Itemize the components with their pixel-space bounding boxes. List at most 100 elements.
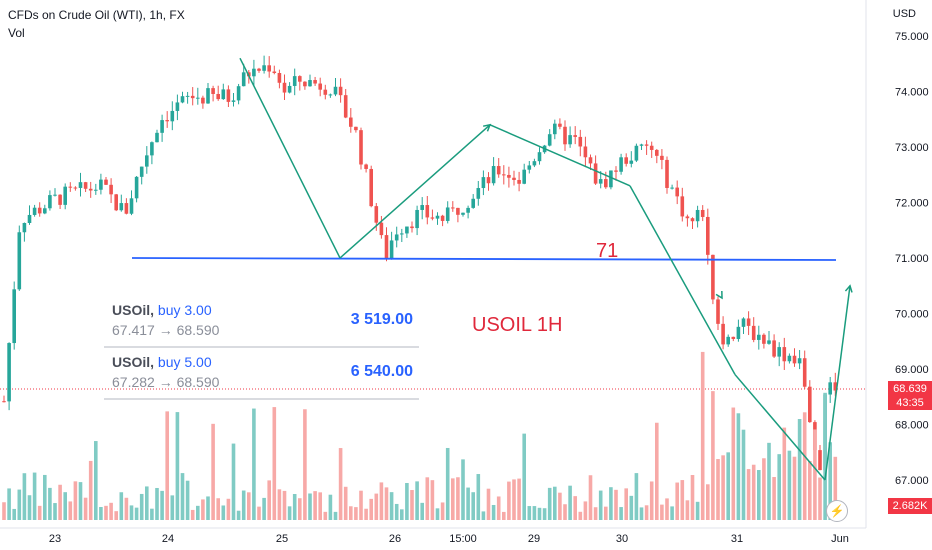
volume-bar — [818, 477, 822, 520]
candle-body — [629, 160, 634, 164]
candle-body — [2, 401, 6, 403]
volume-bar — [583, 501, 588, 520]
candle-body — [277, 73, 282, 83]
volume-bar — [43, 474, 47, 520]
candle-body — [272, 71, 277, 74]
volume-bar — [262, 497, 266, 520]
candle-body — [262, 65, 266, 71]
volume-bar — [604, 506, 608, 520]
volume-bar — [802, 412, 807, 520]
volume-bar — [114, 511, 118, 520]
candle-body — [318, 83, 322, 90]
volume-bar — [563, 504, 567, 520]
volume-bar — [369, 498, 373, 520]
candle-body — [53, 194, 57, 196]
volume-bar — [741, 429, 746, 520]
volume-bar — [94, 441, 98, 520]
candle-body — [410, 226, 414, 229]
volume-bar — [394, 503, 399, 520]
trend-line — [239, 57, 341, 259]
volume-bar — [828, 442, 832, 520]
candle-body — [802, 358, 807, 387]
lightning-icon[interactable]: ⚡ — [826, 500, 848, 522]
volume-bar — [700, 351, 705, 520]
volume-bar — [150, 508, 154, 520]
volume-bar — [170, 495, 175, 520]
volume-bar — [542, 508, 547, 520]
volume-bar — [532, 506, 537, 520]
candle-body — [68, 186, 73, 188]
candle-body — [160, 120, 164, 133]
candle-body — [451, 207, 455, 209]
volume-bar — [823, 392, 827, 520]
volume-bar — [73, 481, 78, 520]
candle-body — [364, 164, 368, 169]
candle-body — [833, 382, 838, 391]
candle-body — [818, 450, 822, 471]
volume-bar — [537, 507, 542, 520]
volume-bar — [410, 490, 414, 520]
volume-bar — [757, 470, 761, 520]
volume-bar — [502, 511, 506, 520]
candle-body — [604, 179, 608, 188]
volume-bar — [216, 498, 220, 520]
trade-range: 67.282 → 68.590 — [112, 374, 220, 390]
y-tick-label: 70.000 — [895, 309, 929, 321]
candle-body — [476, 188, 481, 199]
candle-body — [792, 355, 797, 364]
volume-bar — [104, 505, 108, 520]
volume-bar — [762, 458, 766, 520]
candle-body — [598, 179, 603, 184]
candle-body — [114, 194, 118, 211]
candle-body — [690, 218, 695, 222]
volume-bar — [665, 498, 669, 520]
candle-body — [94, 189, 98, 191]
volume-bar — [241, 490, 246, 520]
candle-body — [435, 215, 440, 219]
candle-body — [129, 198, 134, 214]
candle-body — [736, 326, 741, 339]
volume-bar — [374, 493, 379, 520]
volume-bar — [491, 504, 496, 520]
candle-body — [440, 215, 445, 221]
candle-body — [359, 130, 363, 165]
volume-bar — [440, 502, 445, 520]
candle-body — [644, 144, 649, 146]
volume-bar — [12, 508, 16, 520]
candle-body — [751, 325, 756, 340]
volume-bar — [267, 480, 271, 520]
volume-bar — [456, 477, 460, 520]
volume-bar — [833, 456, 838, 520]
candle-body — [425, 205, 430, 218]
volume-bar — [797, 419, 802, 520]
candle-body — [150, 142, 154, 156]
volume-bar — [185, 480, 190, 520]
volume-bar — [247, 492, 251, 520]
volume-bar — [619, 507, 623, 520]
volume-bar — [644, 505, 649, 520]
candle-body — [486, 177, 491, 184]
candle-body — [175, 102, 180, 111]
candle-body — [22, 222, 27, 233]
candle-body — [665, 159, 669, 188]
volume-bar — [287, 506, 292, 520]
volume-bar — [206, 496, 210, 520]
chart-annotation: USOIL 1H — [472, 314, 563, 336]
y-tick-label: 72.000 — [895, 198, 929, 210]
trend-line — [734, 374, 826, 481]
volume-bar — [236, 510, 241, 520]
candle-body — [231, 100, 236, 102]
candle-body — [405, 226, 409, 234]
candle-body — [573, 135, 577, 137]
volume-bar — [685, 500, 690, 520]
volume-bar — [655, 422, 659, 520]
candle-body — [343, 95, 348, 118]
candle-body — [394, 234, 399, 241]
candle-body — [568, 135, 572, 145]
volume-bar — [772, 477, 776, 520]
candle-body — [583, 146, 588, 158]
volume-bar — [257, 506, 261, 520]
candle-body — [109, 184, 113, 195]
candle-body — [588, 157, 593, 164]
